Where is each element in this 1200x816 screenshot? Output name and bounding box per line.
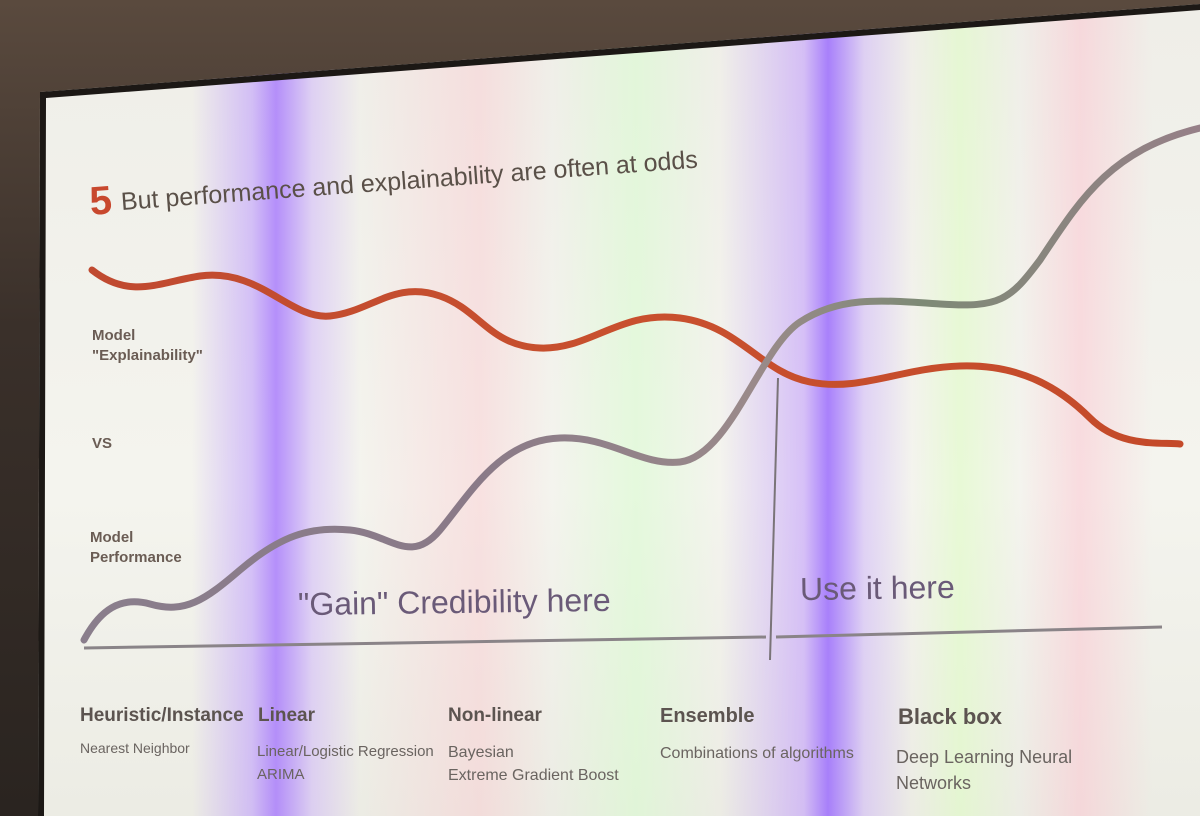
performance-label: Model Performance bbox=[90, 528, 182, 568]
explainability-label-line-2: "Explainability" bbox=[92, 347, 203, 364]
category-item: Bayesian bbox=[448, 744, 514, 761]
category-item: Linear/Logistic Regression bbox=[257, 743, 434, 760]
category-title-blackbox: Black box bbox=[898, 704, 1002, 729]
performance-curve bbox=[80, 124, 1200, 644]
performance-label-line-1: Model bbox=[90, 529, 134, 546]
category-item: Extreme Gradient Boost bbox=[448, 767, 619, 784]
category-title-heuristic: Heuristic/Instance bbox=[80, 705, 244, 726]
divider-line bbox=[769, 377, 779, 661]
category-item: ARIMA bbox=[257, 766, 305, 783]
category-title-linear: Linear bbox=[258, 705, 316, 726]
category-desc-ensemble: Combinations of algorithms bbox=[660, 742, 854, 765]
category-title-nonlinear: Non-linear bbox=[448, 705, 542, 726]
explainability-label-line-1: Model bbox=[92, 327, 136, 344]
explainability-label: Model "Explainability" bbox=[92, 326, 203, 366]
left-baseline bbox=[83, 635, 767, 650]
explainability-curve bbox=[88, 266, 1184, 448]
category-title-ensemble: Ensemble bbox=[660, 705, 755, 727]
category-desc-linear: Linear/Logistic Regression ARIMA bbox=[257, 740, 434, 786]
category-desc-blackbox: Deep Learning Neural Networks bbox=[896, 744, 1072, 796]
category-item: Nearest Neighbor bbox=[80, 740, 190, 756]
category-item: Networks bbox=[896, 773, 972, 793]
performance-label-line-2: Performance bbox=[90, 549, 182, 566]
category-desc-heuristic: Nearest Neighbor bbox=[80, 737, 190, 760]
category-item: Deep Learning Neural bbox=[896, 747, 1073, 767]
gain-credibility-label: "Gain" Credibility here bbox=[297, 581, 611, 623]
vs-label: VS bbox=[92, 435, 113, 452]
use-it-here-label: Use it here bbox=[799, 568, 955, 608]
category-desc-nonlinear: Bayesian Extreme Gradient Boost bbox=[448, 741, 619, 787]
category-item: Combinations of algorithms bbox=[660, 745, 854, 762]
right-baseline bbox=[775, 625, 1163, 639]
